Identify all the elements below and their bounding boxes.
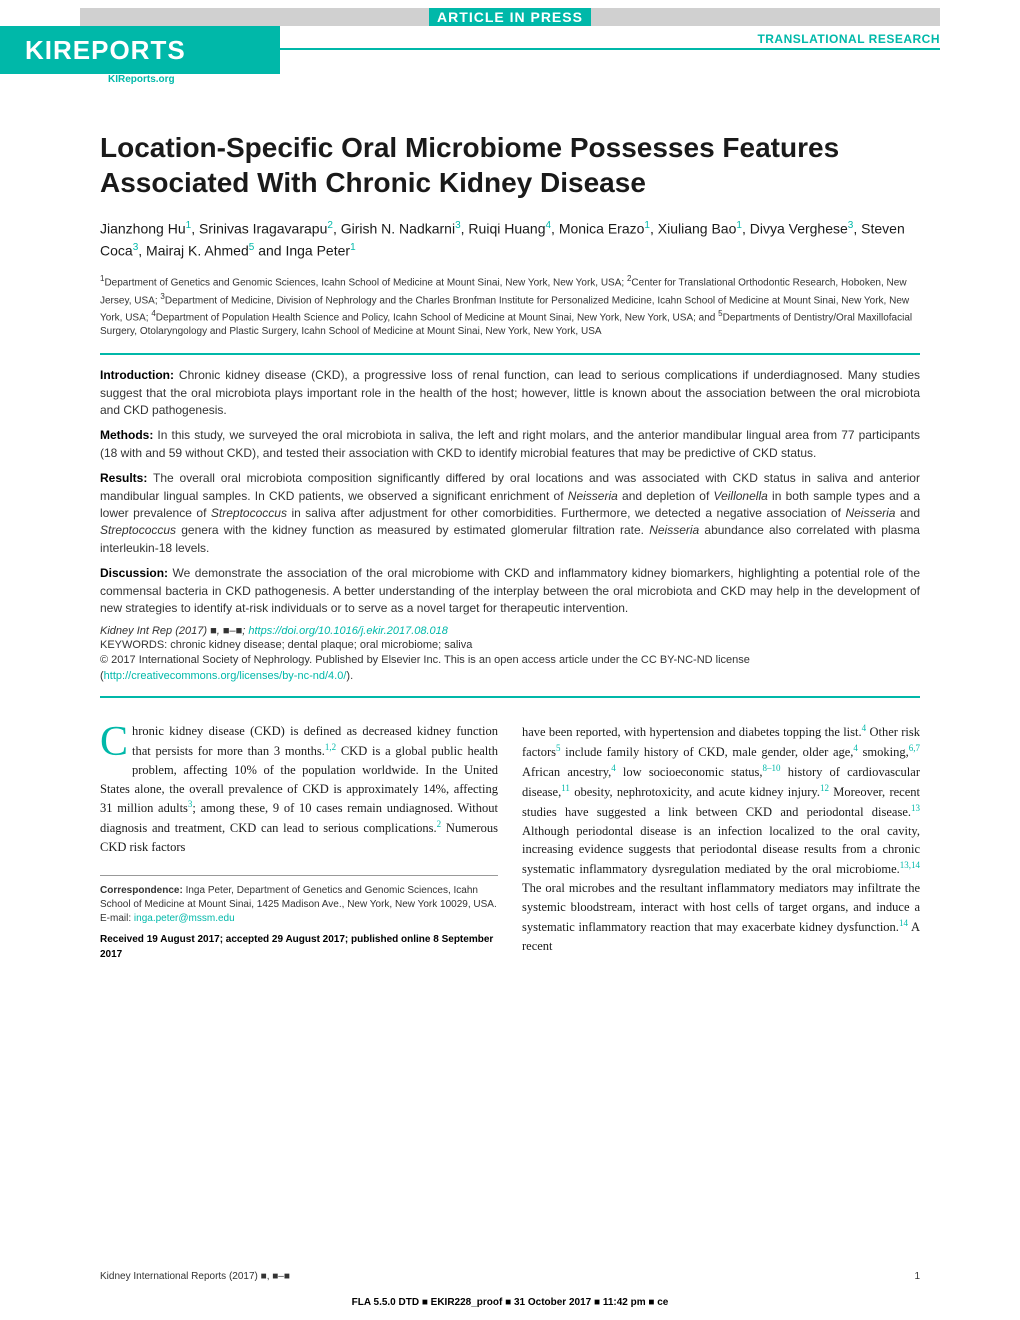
abstract-results: Results: The overall oral microbiota com… [100, 470, 920, 557]
article-in-press-banner: ARTICLE IN PRESS [80, 8, 940, 26]
copyright-post: ). [346, 670, 353, 682]
discussion-text: We demonstrate the association of the or… [100, 566, 920, 615]
page-number: 1 [914, 1271, 920, 1282]
banner-text: ARTICLE IN PRESS [429, 8, 591, 26]
intro-text: Chronic kidney disease (CKD), a progress… [100, 368, 920, 417]
results-text: The overall oral microbiota composition … [100, 471, 920, 555]
correspondence-email[interactable]: inga.peter@mssm.edu [134, 913, 235, 924]
methods-text: In this study, we surveyed the oral micr… [100, 428, 920, 459]
abstract-discussion: Discussion: We demonstrate the associati… [100, 565, 920, 617]
journal-logo: KIREPORTS [25, 35, 186, 66]
column-left: Chronic kidney disease (CKD) is defined … [100, 722, 498, 962]
body-para-1: Chronic kidney disease (CKD) is defined … [100, 722, 498, 857]
dropcap: C [100, 722, 132, 761]
citation: Kidney Int Rep (2017) ■, ■–■; https://do… [100, 625, 920, 637]
section-label: TRANSLATIONAL RESEARCH [757, 32, 940, 46]
abstract-intro: Introduction: Chronic kidney disease (CK… [100, 367, 920, 419]
author-list: Jianzhong Hu1, Srinivas Iragavarapu2, Gi… [100, 218, 920, 261]
license-link[interactable]: http://creativecommons.org/licenses/by-n… [104, 670, 347, 682]
header-rule [280, 48, 940, 50]
methods-label: Methods: [100, 428, 153, 442]
fla-line: FLA 5.5.0 DTD ■ EKIR228_proof ■ 31 Octob… [0, 1297, 1020, 1308]
keywords: KEYWORDS: chronic kidney disease; dental… [100, 639, 920, 651]
abstract-methods: Methods: In this study, we surveyed the … [100, 427, 920, 462]
journal-url[interactable]: KIReports.org [108, 74, 175, 85]
citation-pre: Kidney Int Rep (2017) ■, ■–■; [100, 625, 248, 637]
journal-logo-bar: KIREPORTS [0, 26, 280, 74]
intro-label: Introduction: [100, 368, 174, 382]
doi-link[interactable]: https://doi.org/10.1016/j.ekir.2017.08.0… [248, 625, 448, 637]
copyright: © 2017 International Society of Nephrolo… [100, 653, 920, 684]
column-right: have been reported, with hypertension an… [522, 722, 920, 962]
received-dates: Received 19 August 2017; accepted 29 Aug… [100, 932, 498, 962]
correspondence-label: Correspondence: [100, 885, 183, 896]
discussion-label: Discussion: [100, 566, 168, 580]
footer-journal: Kidney International Reports (2017) ■, ■… [100, 1271, 290, 1282]
abstract-box: Introduction: Chronic kidney disease (CK… [100, 353, 920, 698]
affiliations: 1Department of Genetics and Genomic Scie… [100, 273, 920, 339]
col1-text: hronic kidney disease (CKD) is defined a… [100, 724, 498, 854]
article-title: Location-Specific Oral Microbiome Posses… [100, 130, 920, 200]
body-columns: Chronic kidney disease (CKD) is defined … [100, 722, 920, 962]
col2-text: have been reported, with hypertension an… [522, 722, 920, 955]
results-label: Results: [100, 471, 147, 485]
page-footer: Kidney International Reports (2017) ■, ■… [100, 1271, 920, 1282]
article-content: Location-Specific Oral Microbiome Posses… [100, 130, 920, 962]
correspondence-block: Correspondence: Inga Peter, Department o… [100, 875, 498, 926]
